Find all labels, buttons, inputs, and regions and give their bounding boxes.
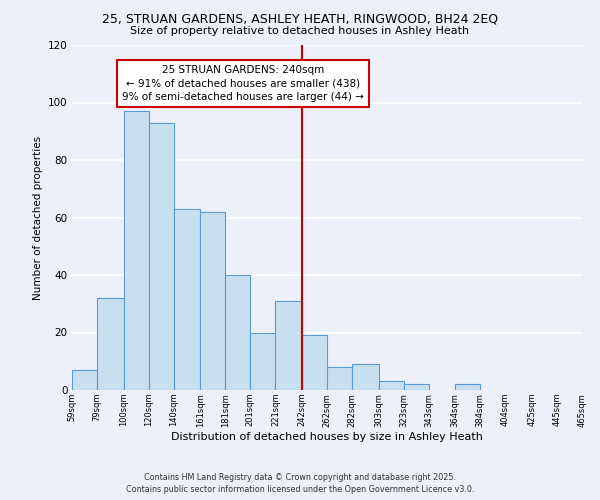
Bar: [225, 275, 250, 390]
X-axis label: Distribution of detached houses by size in Ashley Heath: Distribution of detached houses by size …: [171, 432, 483, 442]
Text: 25 STRUAN GARDENS: 240sqm
← 91% of detached houses are smaller (438)
9% of semi-: 25 STRUAN GARDENS: 240sqm ← 91% of detac…: [122, 65, 364, 102]
Bar: [379, 382, 404, 390]
Bar: [200, 212, 225, 390]
Bar: [72, 370, 97, 390]
Text: 25, STRUAN GARDENS, ASHLEY HEATH, RINGWOOD, BH24 2EQ: 25, STRUAN GARDENS, ASHLEY HEATH, RINGWO…: [102, 12, 498, 26]
Bar: [124, 111, 149, 390]
Text: Contains HM Land Registry data © Crown copyright and database right 2025.
Contai: Contains HM Land Registry data © Crown c…: [126, 473, 474, 494]
Bar: [352, 364, 379, 390]
Bar: [455, 384, 480, 390]
Bar: [149, 122, 174, 390]
Bar: [250, 332, 275, 390]
Text: Size of property relative to detached houses in Ashley Heath: Size of property relative to detached ho…: [130, 26, 470, 36]
Bar: [275, 301, 302, 390]
Bar: [174, 209, 200, 390]
Bar: [327, 367, 352, 390]
Y-axis label: Number of detached properties: Number of detached properties: [32, 136, 43, 300]
Bar: [302, 336, 327, 390]
Bar: [404, 384, 429, 390]
Bar: [97, 298, 124, 390]
